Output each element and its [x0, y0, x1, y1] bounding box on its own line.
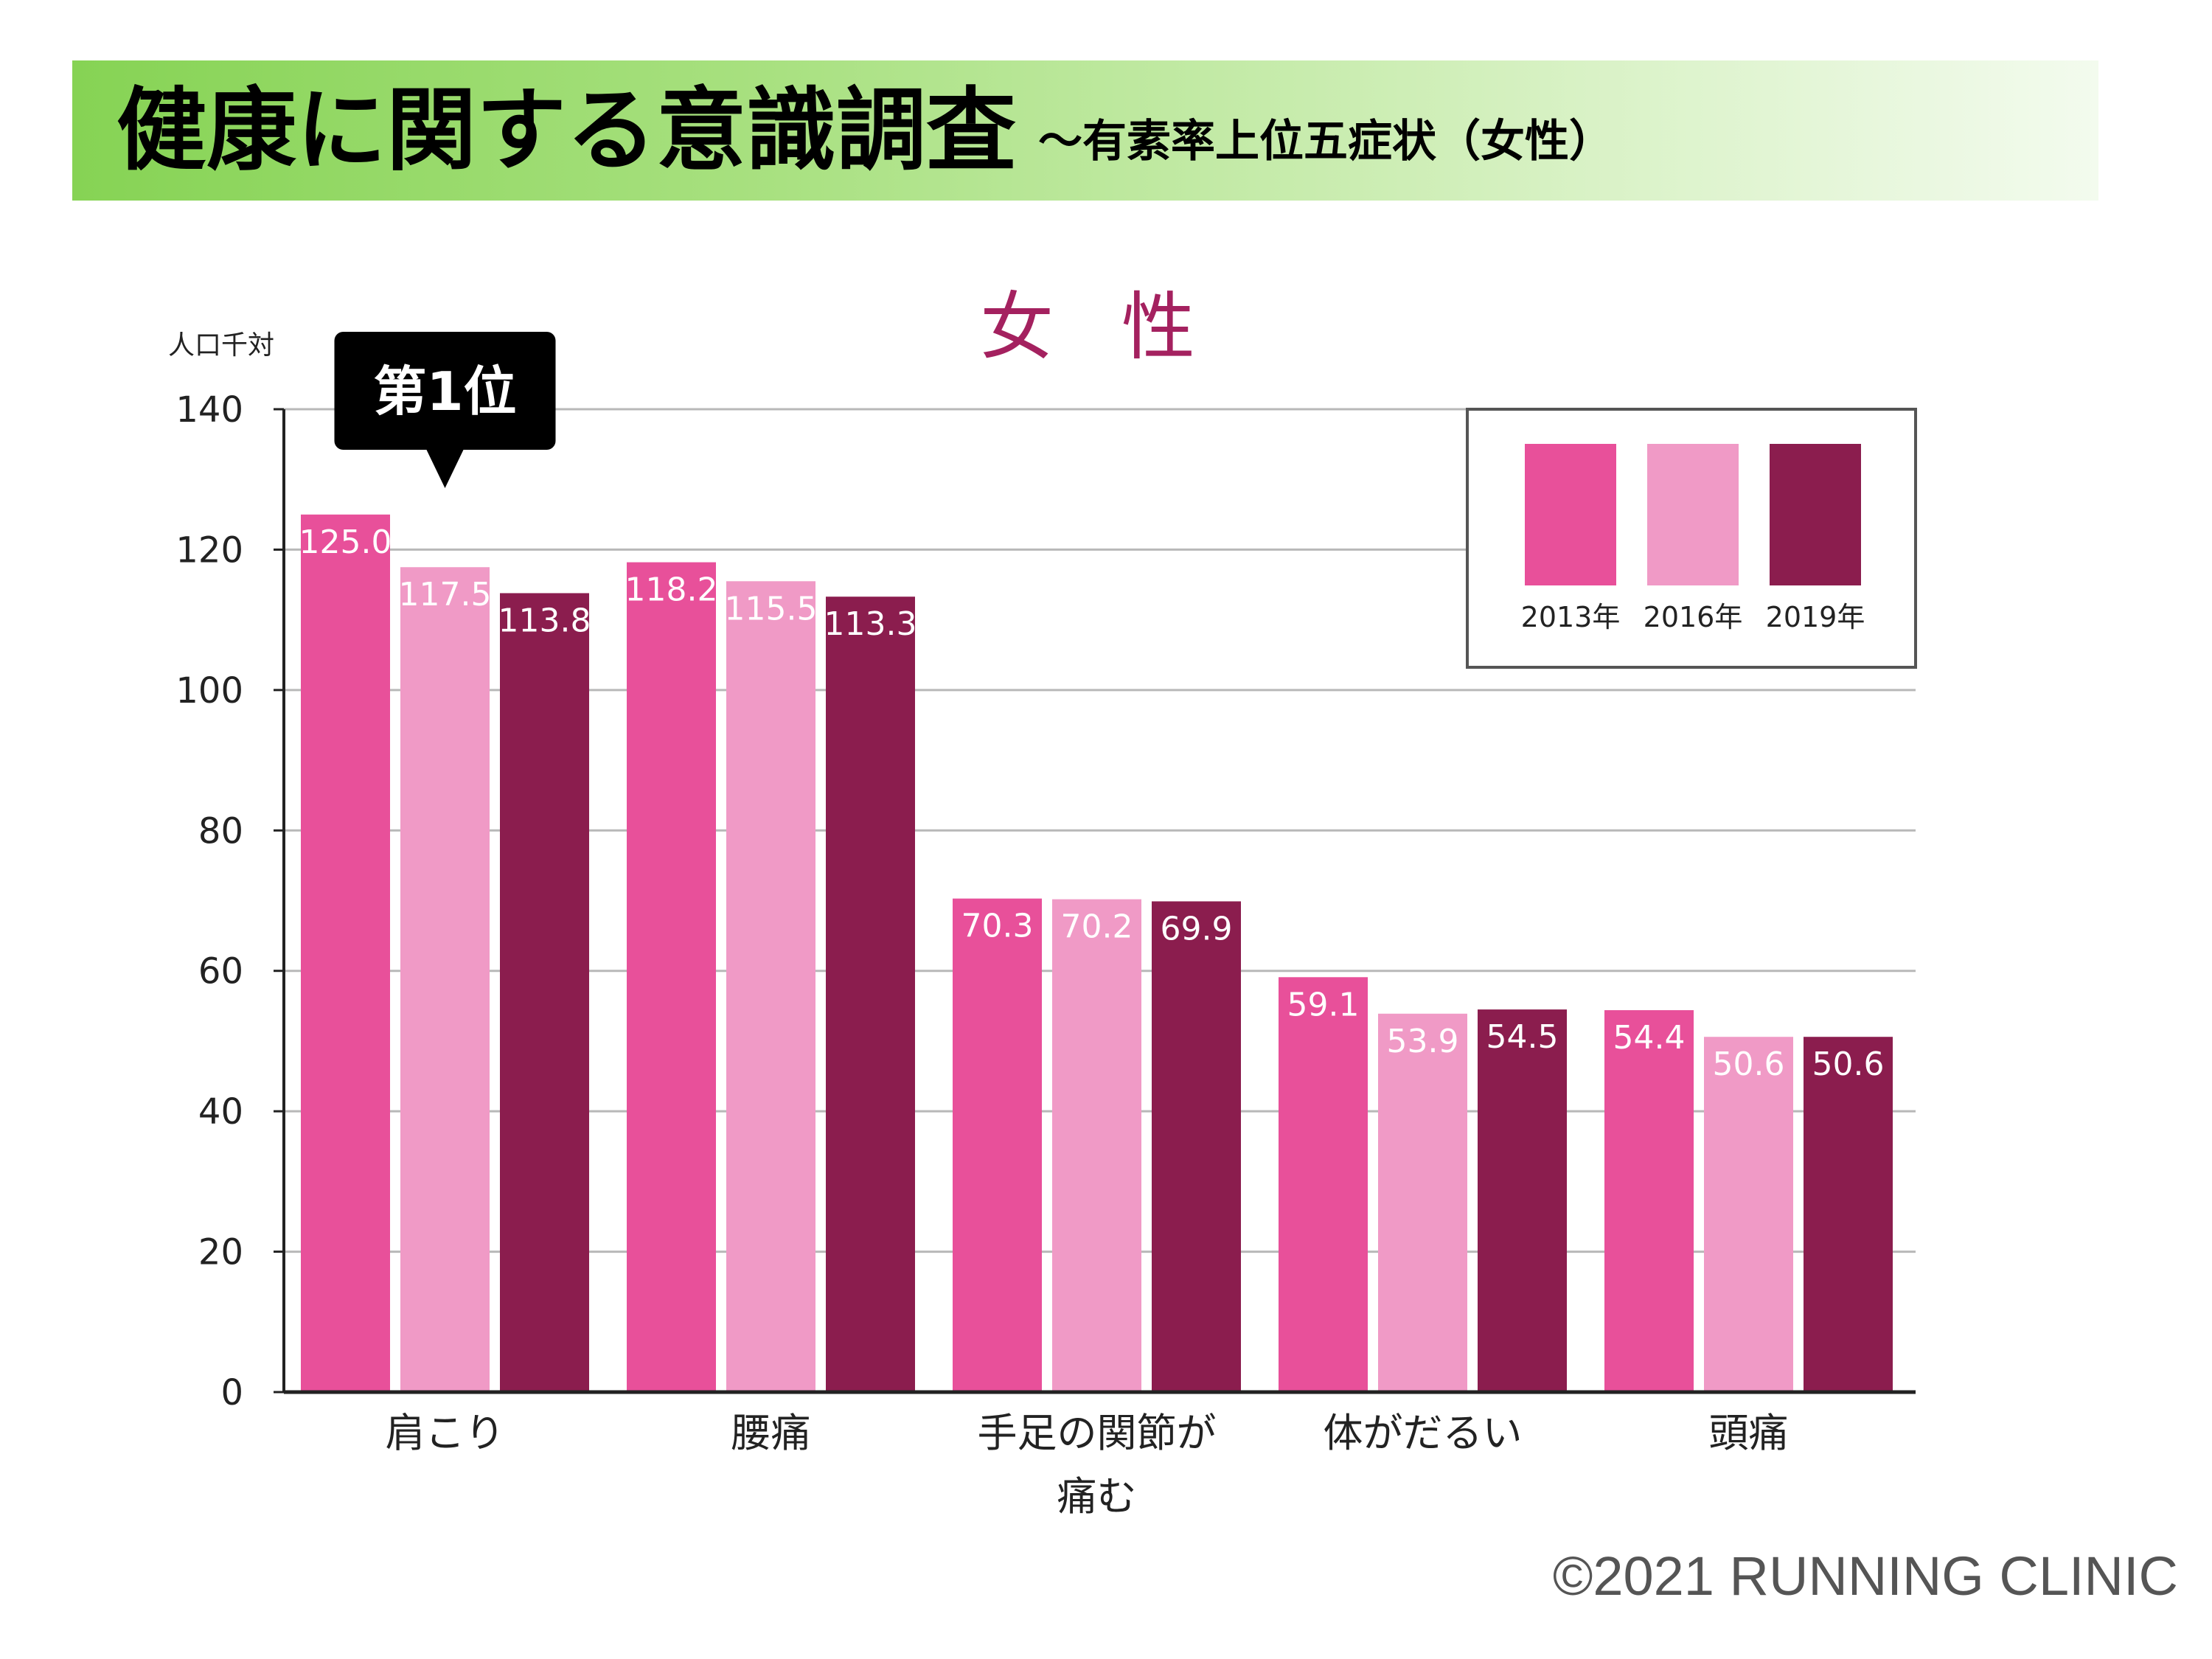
y-tick-label: 120: [175, 529, 243, 571]
data-label: 70.2: [1061, 908, 1133, 946]
x-tick-label: 肩こり: [386, 1410, 505, 1456]
legend-label: 2019年: [1766, 601, 1865, 633]
legend-label: 2016年: [1644, 601, 1743, 633]
rank-callout: 第1位: [334, 332, 556, 488]
data-label: 70.3: [961, 908, 1034, 945]
bars: [301, 514, 1893, 1392]
data-label: 50.6: [1812, 1046, 1885, 1083]
x-tick-label: 頭痛: [1709, 1410, 1789, 1456]
bar: [1478, 1009, 1567, 1392]
x-tick-label: 腰痛: [731, 1410, 811, 1456]
data-label: 117.5: [399, 576, 492, 613]
data-label: 115.5: [725, 590, 818, 627]
data-label: 53.9: [1387, 1023, 1459, 1060]
bar: [1052, 899, 1141, 1392]
x-tick-label: 体がだるい: [1324, 1410, 1523, 1456]
x-tick-label: 痛む: [1057, 1473, 1137, 1520]
y-tick-label: 20: [198, 1232, 243, 1273]
y-tick-label: 0: [220, 1372, 243, 1413]
y-axis-label: 人口千対: [168, 330, 274, 361]
bar: [1279, 977, 1368, 1392]
title-bar: 健康に関する意識調査 〜有素率上位五症状（女性）: [72, 60, 2098, 201]
bar: [500, 593, 589, 1392]
copyright-text: ©2021 RUNNING CLINIC: [1552, 1545, 2178, 1607]
callout-text: 第1位: [373, 361, 516, 422]
data-label: 54.5: [1486, 1018, 1559, 1056]
bar: [953, 898, 1042, 1392]
legend-swatch: [1647, 444, 1739, 585]
legend-swatch: [1770, 444, 1861, 585]
x-tick-label: 手足の関節が: [978, 1410, 1217, 1456]
data-label: 50.6: [1713, 1046, 1785, 1083]
callout-box: [334, 332, 556, 450]
bar: [1152, 901, 1241, 1392]
bar: [400, 567, 490, 1392]
legend-label: 2013年: [1521, 601, 1621, 633]
data-label: 69.9: [1161, 910, 1233, 947]
bar: [826, 597, 915, 1392]
bar: [301, 514, 390, 1392]
legend-swatch: [1525, 444, 1616, 585]
bar: [1604, 1010, 1694, 1392]
data-label: 59.1: [1287, 986, 1360, 1023]
data-label: 113.3: [824, 605, 917, 643]
y-tick-label: 60: [198, 951, 243, 992]
bar: [1704, 1037, 1793, 1392]
chart-title: 女 性: [980, 284, 1217, 370]
page-title: 健康に関する意識調査: [116, 78, 1016, 183]
data-label: 54.4: [1613, 1019, 1686, 1057]
y-tick-label: 80: [198, 810, 243, 852]
callout-pointer: [425, 448, 465, 488]
bar: [726, 581, 815, 1392]
page-subtitle: 〜有素率上位五症状（女性）: [1038, 116, 1613, 167]
data-label: 118.2: [625, 571, 718, 609]
y-tick-label: 100: [175, 670, 243, 712]
y-tick-label: 140: [175, 389, 243, 431]
legend: 2013年 2016年 2019年: [1466, 408, 1917, 669]
y-tick-label: 40: [198, 1091, 243, 1133]
bar: [1804, 1037, 1893, 1392]
bar: [1378, 1013, 1467, 1392]
bar: [627, 562, 716, 1392]
data-label: 125.0: [299, 524, 392, 561]
data-label: 113.8: [498, 602, 591, 639]
